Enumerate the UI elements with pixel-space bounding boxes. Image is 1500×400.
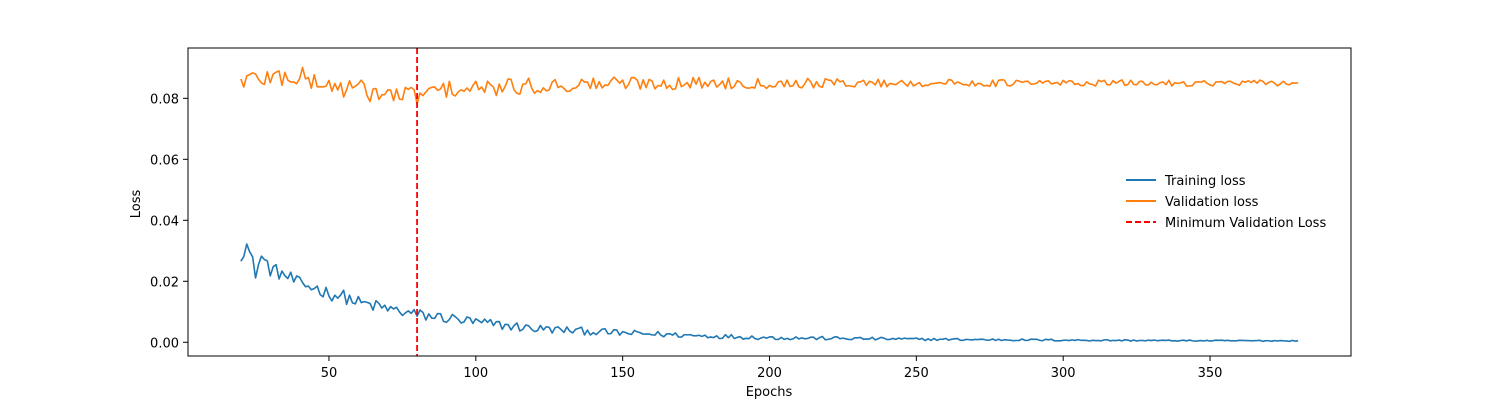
y-tick-label: 0.04: [150, 214, 179, 229]
series-line-validation-loss: [240, 66, 1299, 105]
x-tick-label: 350: [1198, 366, 1223, 381]
legend: Training loss Validation loss Minimum Va…: [1126, 174, 1326, 231]
y-tick-label: 0.02: [150, 275, 179, 290]
x-axis-ticks: 50 100 150 200 250 300 350: [321, 356, 1223, 381]
legend-label-min-val: Minimum Validation Loss: [1165, 216, 1326, 231]
series-group: [240, 66, 1299, 343]
y-axis-ticks: 0.00 0.02 0.04 0.06 0.08: [150, 92, 188, 351]
x-tick-label: 250: [904, 366, 929, 381]
y-tick-label: 0.06: [150, 153, 179, 168]
x-tick-label: 100: [463, 366, 488, 381]
x-tick-label: 200: [757, 366, 782, 381]
y-tick-label: 0.08: [150, 92, 179, 107]
y-axis-label: Loss: [129, 190, 144, 219]
x-tick-label: 50: [321, 366, 338, 381]
legend-label-training: Training loss: [1164, 174, 1246, 189]
series-line-training-loss: [240, 243, 1299, 343]
y-tick-label: 0.00: [150, 336, 179, 351]
x-tick-label: 150: [610, 366, 635, 381]
x-tick-label: 300: [1051, 366, 1076, 381]
legend-label-validation: Validation loss: [1165, 195, 1259, 210]
x-axis-label: Epochs: [746, 385, 793, 400]
